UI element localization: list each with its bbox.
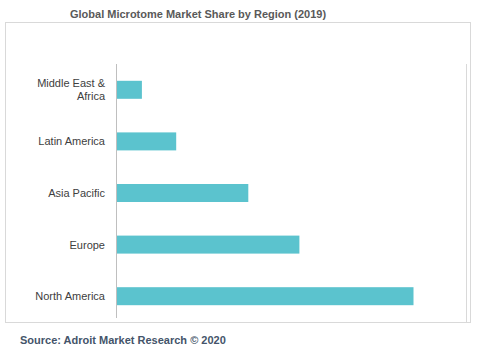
bar — [116, 287, 414, 305]
bar — [116, 184, 248, 202]
category-label: Middle East &Africa — [37, 77, 106, 102]
bars — [116, 81, 414, 305]
plot-frame — [6, 23, 471, 323]
chart: Global Microtome Market Share by Region … — [0, 0, 486, 349]
category-label: Europe — [70, 239, 105, 251]
title: Global Microtome Market Share by Region … — [70, 8, 326, 20]
category-label: North America — [35, 290, 106, 302]
category-label: Latin America — [38, 135, 106, 147]
y-axis-line — [116, 64, 117, 318]
bar — [116, 132, 176, 150]
source: Source: Adroit Market Research © 2020 — [20, 334, 226, 346]
range-end-line — [466, 64, 467, 322]
bar — [116, 81, 142, 99]
category-label: Asia Pacific — [48, 187, 105, 199]
bar — [116, 236, 299, 254]
